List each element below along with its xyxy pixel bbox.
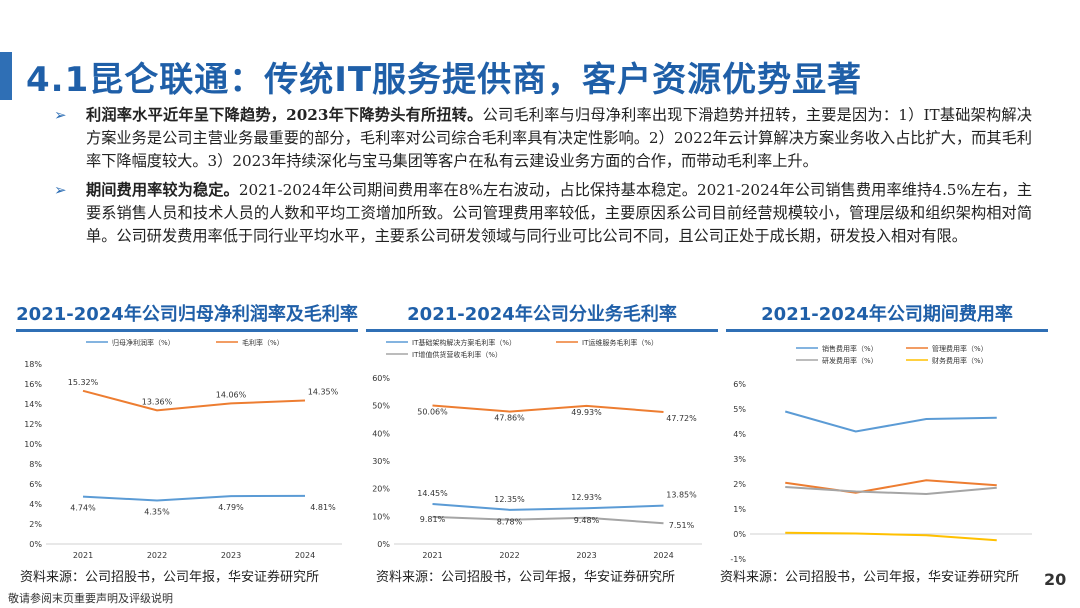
series-line: [82, 494, 306, 502]
y-tick-label: 18%: [24, 360, 42, 369]
legend-label: IT运维服务毛利率（%）: [582, 338, 658, 347]
data-label: 4.79%: [218, 503, 244, 512]
line-chart: -1%0%1%2%3%4%5%6%2021202220232024销售费用率（%…: [730, 344, 1032, 564]
x-tick-label: 2024: [295, 551, 315, 560]
data-label: 47.86%: [494, 414, 525, 423]
series-line: [432, 515, 664, 525]
y-tick-label: 10%: [24, 440, 42, 449]
legend-label: 归母净利润率（%）: [112, 338, 175, 347]
data-label: 47.72%: [666, 414, 697, 423]
y-tick-label: 50%: [372, 402, 390, 411]
page-title: 4.1昆仑联通：传统IT服务提供商，客户资源优势显著: [26, 60, 863, 100]
y-tick-label: 10%: [372, 512, 390, 521]
y-tick-label: 16%: [24, 380, 42, 389]
y-tick-label: 60%: [372, 374, 390, 383]
chart-title-rule: [16, 329, 358, 332]
page-number: 20: [1044, 570, 1067, 589]
arrow-bullet-icon: ➢: [54, 106, 67, 124]
arrow-bullet-icon: ➢: [54, 181, 67, 199]
x-tick-label: 2021: [73, 551, 93, 560]
y-tick-label: 3%: [733, 455, 746, 464]
y-tick-label: 0%: [29, 540, 42, 549]
series-line: [785, 479, 997, 494]
y-tick-label: 14%: [24, 400, 42, 409]
line-chart: 0% 2% 4% 6% 8% 10% 12% 14% 16% 18% 2021 2022 2023 202…: [24, 338, 342, 560]
y-tick-label: 1%: [733, 505, 746, 514]
y-tick-label: 4%: [29, 500, 42, 509]
data-label: 8.78%: [497, 518, 523, 527]
chart-title-rule: [366, 329, 718, 332]
x-tick-label: 2023: [576, 551, 596, 560]
x-tick-label: 2022: [147, 551, 167, 560]
x-tick-label: 2024: [653, 551, 673, 560]
data-label: 12.93%: [571, 493, 602, 502]
chart-segment-margin: 2021-2024年公司分业务毛利率 0% 10% 20% 30% 40% 50% 60% 2…: [366, 300, 718, 566]
bullet-item: ➢ 利润率水平近年呈下降趋势，2023年下降势头有所扭转。公司毛利率与归母净利率…: [52, 104, 1032, 173]
x-tick-label: 2021: [422, 551, 442, 560]
source-note: 资料来源：公司招股书，公司年报，华安证券研究所: [376, 570, 676, 585]
chart-net-gross-margin: 2021-2024年公司归母净利润率及毛利率 0% 2% 4% 6% 8% 10% 12% 1…: [16, 300, 358, 566]
chart-title-rule: [726, 329, 1048, 332]
chart-title: 2021-2024年公司期间费用率: [761, 304, 1013, 325]
y-tick-label: 0%: [733, 530, 746, 539]
source-note: 资料来源：公司招股书，公司年报，华安证券研究所: [720, 570, 1020, 585]
legend-label: IT增值供货营收毛利率（%）: [412, 350, 502, 359]
legend-label: 研发费用率（%）: [822, 356, 878, 365]
y-tick-label: 30%: [372, 457, 390, 466]
y-tick-label: -1%: [730, 555, 746, 564]
data-label: 50.06%: [417, 408, 448, 417]
x-tick-label: 2022: [499, 551, 519, 560]
legend-label: 毛利率（%）: [242, 338, 284, 347]
y-tick-label: 4%: [733, 430, 746, 439]
chart-expense-ratio: 2021-2024年公司期间费用率 -1%0%1%2%3%4%5%6%20212…: [726, 300, 1048, 566]
series-line: [785, 531, 997, 542]
bullet-text: 公司毛利率与归母净利率出现下滑趋势并扭转，主要是因为：1）IT基础架构解决方案业…: [86, 106, 1032, 170]
bullet-heading: 期间费用率较为稳定。: [86, 181, 239, 199]
legend-label: IT基础架构解决方案毛利率（%）: [412, 338, 516, 347]
data-label: 7.51%: [669, 521, 695, 530]
series-line: [785, 486, 997, 496]
y-tick-label: 12%: [24, 420, 42, 429]
data-label: 15.32%: [68, 378, 99, 387]
series-line: [784, 410, 997, 433]
line-chart: 0% 10% 20% 30% 40% 50% 60% 2021 2022 2023 2024 IT基础…: [372, 338, 702, 560]
data-label: 4.74%: [70, 504, 96, 513]
bullet-list: ➢ 利润率水平近年呈下降趋势，2023年下降势头有所扭转。公司毛利率与归母净利率…: [52, 104, 1032, 254]
x-tick-label: 2023: [221, 551, 241, 560]
bullet-item: ➢ 期间费用率较为稳定。2021-2024年公司期间费用率在8%左右波动，占比保…: [52, 179, 1032, 248]
series-line: [432, 404, 664, 413]
data-label: 4.81%: [310, 503, 336, 512]
data-label: 9.81%: [420, 515, 446, 524]
y-tick-label: 8%: [29, 460, 42, 469]
y-tick-label: 6%: [733, 380, 746, 389]
legend-label: 财务费用率（%）: [932, 356, 988, 365]
data-label: 12.35%: [494, 495, 525, 504]
title-accent-bar: [0, 52, 12, 100]
y-tick-label: 6%: [29, 480, 42, 489]
data-label: 14.06%: [216, 390, 247, 399]
data-label: 14.45%: [417, 489, 448, 498]
legend-label: 管理费用率（%）: [932, 344, 988, 353]
bullet-text: 2021-2024年公司期间费用率在8%左右波动，占比保持基本稳定。2021-2…: [86, 181, 1033, 245]
bullet-heading: 利润率水平近年呈下降趋势，2023年下降势头有所扭转。: [86, 106, 483, 124]
data-label: 49.93%: [571, 408, 602, 417]
legend-label: 销售费用率（%）: [822, 344, 878, 353]
chart-title: 2021-2024年公司归母净利润率及毛利率: [16, 304, 358, 325]
data-label: 13.36%: [142, 397, 173, 406]
data-label: 9.48%: [574, 516, 600, 525]
y-tick-label: 20%: [372, 485, 390, 494]
y-tick-label: 40%: [372, 429, 390, 438]
y-tick-label: 2%: [733, 480, 746, 489]
y-tick-label: 2%: [29, 520, 42, 529]
series-line: [82, 389, 306, 412]
data-label: 13.85%: [666, 491, 697, 500]
series-line: [432, 503, 664, 511]
chart-title: 2021-2024年公司分业务毛利率: [407, 304, 677, 325]
data-label: 4.35%: [144, 508, 170, 517]
source-note: 资料来源：公司招股书，公司年报，华安证券研究所: [20, 570, 320, 585]
y-tick-label: 0%: [377, 540, 390, 549]
disclaimer-footer: 敬请参阅末页重要声明及评级说明: [8, 592, 173, 605]
data-label: 14.35%: [308, 388, 339, 397]
y-tick-label: 5%: [733, 405, 746, 414]
